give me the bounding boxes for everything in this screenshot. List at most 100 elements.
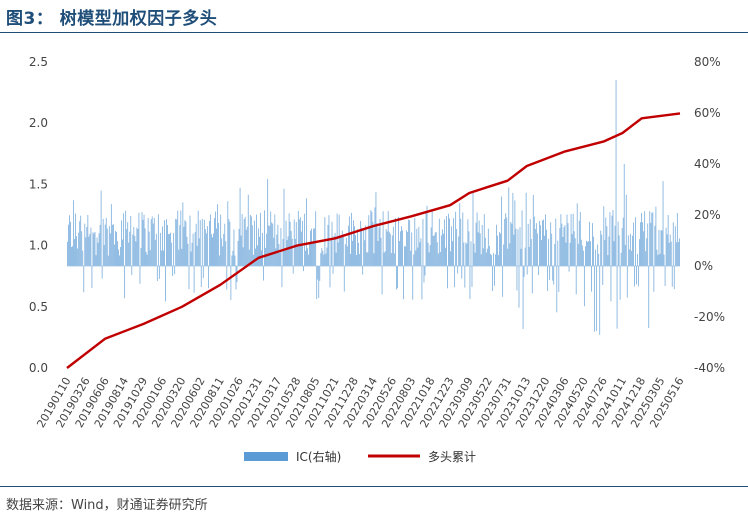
ic-bar [284,250,286,266]
ic-bar [546,229,547,266]
ic-bar [402,230,403,266]
ic-bar [260,212,261,266]
ic-bar [226,266,228,290]
ic-bar [472,192,474,266]
right-tick-label: 40% [694,157,721,171]
ic-bar [541,240,542,266]
ic-bar [335,252,337,266]
ic-bar [313,228,315,266]
ic-bar [270,211,272,266]
ic-bar [93,233,95,266]
ic-bar [77,248,79,266]
ic-bar [281,266,283,288]
ic-bar [76,236,78,266]
ic-bar [169,233,170,266]
ic-bar [501,196,503,266]
right-tick-label: 80% [694,55,721,69]
ic-bar [603,206,605,266]
ic-bar [404,246,405,266]
ic-bar [381,266,383,295]
ic-bar [230,266,232,300]
ic-bar [320,253,322,266]
ic-bar [368,215,370,266]
ic-bar [588,241,589,266]
ic-bar [507,248,509,266]
ic-bar [615,79,617,266]
ic-bar [101,266,103,279]
ic-bar [330,238,332,266]
ic-bar [83,266,85,293]
ic-bar [312,241,314,266]
ic-bar [166,219,167,266]
ic-bar [639,239,640,266]
ic-bar [234,255,236,266]
ic-bar [559,228,561,266]
ic-bar [563,227,565,266]
ic-bar [418,226,420,266]
ic-bar [666,234,668,266]
ic-bar [258,228,259,266]
ic-bar [151,216,153,266]
ic-bar [371,211,373,266]
ic-bar [118,249,119,266]
ic-bar [423,266,425,283]
ic-bar [657,255,659,266]
ic-bar [526,266,528,275]
ic-bar [487,228,489,266]
ic-bar [624,244,626,266]
ic-bar [625,194,627,266]
ic-bar [658,229,660,266]
ic-bar [141,212,143,266]
ic-bar [380,237,382,266]
ic-bar [406,230,408,266]
ic-bar [156,266,158,282]
ic-bar [223,233,225,266]
ic-bar [205,233,207,266]
ic-bar [191,242,193,266]
ic-bar [427,242,429,266]
ic-bar [442,233,444,266]
ic-bar [209,221,210,266]
ic-bar [522,266,524,329]
ic-bar [471,266,473,287]
footer-rule [0,486,748,487]
ic-bar [354,226,355,266]
ic-bar [155,233,157,266]
ic-bar [332,266,334,274]
ic-bar [351,212,352,266]
ic-bar [322,250,324,266]
ic-bar [159,232,161,266]
ic-bar [314,228,316,266]
ic-bar [275,248,277,266]
ic-bar [494,266,495,286]
ic-bar [669,234,671,266]
ic-bar [129,231,131,266]
ic-bar [530,239,532,266]
ic-bar [355,235,356,266]
ic-bar [297,210,299,266]
ic-bar [529,219,531,266]
ic-bar [469,266,471,300]
ic-bar [492,266,493,291]
left-tick-label: 1.5 [29,177,48,191]
ic-bar [296,245,298,266]
ic-bar [276,234,278,266]
ic-bar [549,266,551,281]
ic-bar [627,235,629,266]
ic-bar [206,226,208,266]
ic-bar [429,245,431,266]
ic-bar [652,212,654,266]
ic-bar [488,245,490,266]
ic-bar [360,221,362,266]
ic-bar [502,266,504,297]
ic-bar [464,266,466,288]
ic-bar [668,242,670,266]
ic-bar [479,233,481,266]
ic-bar [432,235,434,266]
ic-bar [461,266,463,279]
ic-bar [505,213,507,266]
ic-bar [162,226,163,266]
ic-bar [198,238,200,266]
ic-bar [664,266,666,287]
ic-bar [148,231,150,266]
